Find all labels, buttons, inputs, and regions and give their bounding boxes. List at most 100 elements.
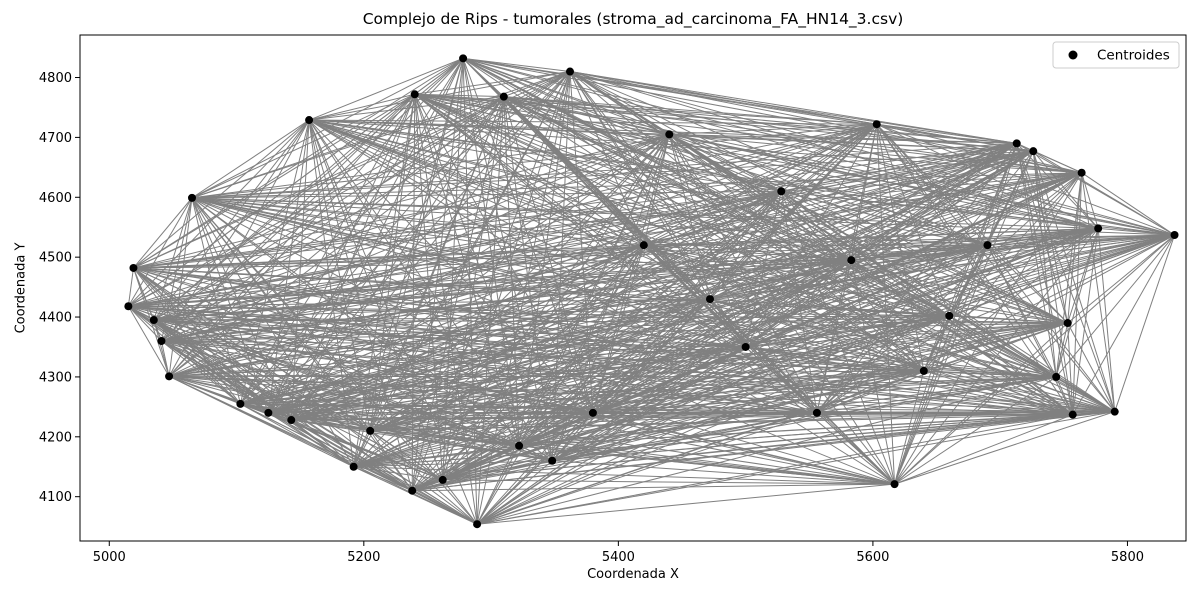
edge xyxy=(923,370,1073,416)
edge xyxy=(923,322,1068,372)
edge xyxy=(442,259,852,481)
edge xyxy=(709,234,1175,300)
edge xyxy=(592,234,1175,414)
edge xyxy=(1055,376,1115,413)
edge xyxy=(268,412,478,525)
edge xyxy=(592,142,1017,414)
edge xyxy=(518,298,711,447)
edge xyxy=(709,123,878,300)
edge xyxy=(551,134,670,461)
edge xyxy=(745,244,988,348)
edge xyxy=(1055,234,1175,378)
edge xyxy=(442,96,505,480)
edge xyxy=(268,412,354,468)
edge xyxy=(894,322,1068,485)
edge xyxy=(894,234,1175,485)
edge xyxy=(414,93,645,246)
edge xyxy=(709,259,852,300)
edge xyxy=(1081,172,1175,236)
edge xyxy=(518,190,782,447)
edge xyxy=(462,58,520,446)
edge xyxy=(518,134,670,447)
x-axis-label: Coordenada X xyxy=(587,567,679,582)
edge xyxy=(745,150,1034,348)
y-tick-label: 4100 xyxy=(39,490,72,505)
edge xyxy=(414,93,895,485)
edge xyxy=(1055,376,1074,415)
centroid-point xyxy=(236,399,245,408)
legend: Centroides xyxy=(1052,41,1180,69)
edge xyxy=(462,58,478,525)
edge xyxy=(503,96,1017,144)
edge xyxy=(948,315,1074,416)
edge xyxy=(709,298,1057,378)
edge xyxy=(709,191,782,300)
edge xyxy=(1032,151,1057,377)
edge xyxy=(816,234,1175,414)
edge xyxy=(986,143,1018,246)
edge xyxy=(191,197,478,525)
edge xyxy=(781,172,1082,192)
edge xyxy=(987,234,1175,246)
edge xyxy=(308,119,594,414)
edge xyxy=(476,134,670,525)
edge xyxy=(268,150,1034,414)
edge xyxy=(850,124,878,261)
edge xyxy=(592,172,1082,414)
edge xyxy=(876,124,896,485)
centroid-point xyxy=(1077,168,1086,177)
edge xyxy=(569,71,925,372)
centroid-point xyxy=(157,336,166,345)
edge xyxy=(1016,143,1074,415)
edge xyxy=(923,228,1099,372)
edge xyxy=(894,414,1073,485)
edge xyxy=(370,259,852,432)
edge xyxy=(551,150,1034,462)
edge xyxy=(745,142,1018,348)
edge xyxy=(1032,151,1074,415)
edge xyxy=(1016,143,1116,412)
edge xyxy=(551,71,571,461)
edge xyxy=(191,197,413,491)
edge xyxy=(168,197,193,377)
edge xyxy=(1033,150,1082,174)
edge xyxy=(780,123,878,192)
centroid-point xyxy=(1029,147,1038,156)
edge xyxy=(987,244,1068,324)
centroid-point xyxy=(847,256,856,265)
edge xyxy=(462,58,553,461)
edge xyxy=(369,94,416,431)
edge xyxy=(414,93,852,261)
edge xyxy=(290,94,416,421)
edge xyxy=(987,172,1082,246)
centroid-point xyxy=(124,302,133,311)
centroid-point xyxy=(408,486,417,495)
y-tick-label: 4500 xyxy=(39,251,72,266)
edge xyxy=(569,71,818,414)
edge xyxy=(668,134,711,300)
edge xyxy=(1033,150,1175,236)
edge xyxy=(503,96,553,461)
edge xyxy=(309,119,782,192)
edge xyxy=(168,71,571,377)
edge xyxy=(816,412,895,485)
edge xyxy=(267,96,505,414)
edge xyxy=(643,244,895,485)
edge xyxy=(876,123,1034,152)
edge xyxy=(411,94,416,491)
edge xyxy=(308,119,371,431)
edge xyxy=(353,94,416,467)
edge xyxy=(669,133,988,246)
edge xyxy=(503,96,520,446)
legend-marker xyxy=(1068,50,1078,60)
edge xyxy=(128,142,1017,307)
edge xyxy=(552,322,1068,462)
edge xyxy=(477,483,895,525)
edge xyxy=(291,419,478,525)
edge xyxy=(128,57,464,307)
centroid-point xyxy=(410,90,419,99)
centroid-point xyxy=(1068,410,1077,419)
edge xyxy=(894,245,988,485)
edge xyxy=(780,191,818,413)
edge xyxy=(239,119,310,404)
